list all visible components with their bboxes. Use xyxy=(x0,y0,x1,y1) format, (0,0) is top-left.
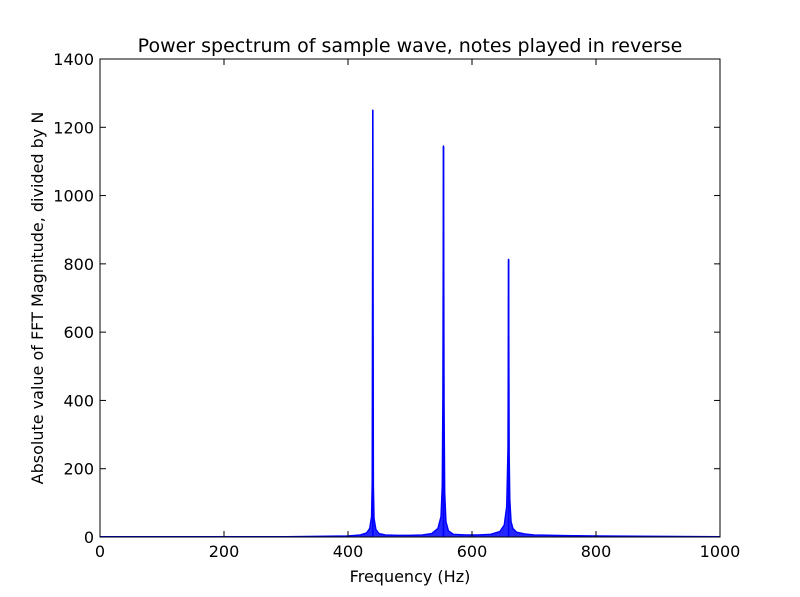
x-axis-title: Frequency (Hz) xyxy=(350,567,471,586)
y-axis: 0 200 400 600 800 1000 1200 1400 xyxy=(53,50,720,547)
y-tick-label: 600 xyxy=(63,323,94,342)
y-tick-label: 1400 xyxy=(53,50,94,69)
y-tick-label: 1200 xyxy=(53,118,94,137)
chart-title: Power spectrum of sample wave, notes pla… xyxy=(138,35,683,57)
x-tick-label: 800 xyxy=(581,542,612,561)
plot-area xyxy=(99,58,721,538)
y-tick-label: 1000 xyxy=(53,187,94,206)
x-tick-label: 1000 xyxy=(700,542,741,561)
y-axis-title: Absolute value of FFT Magnitude, divided… xyxy=(28,112,47,485)
plot-frame xyxy=(99,58,721,538)
y-tick-label: 400 xyxy=(63,391,94,410)
x-tick-label: 600 xyxy=(457,542,488,561)
x-tick-label: 200 xyxy=(209,542,240,561)
plot-background xyxy=(100,59,720,537)
y-tick-label: 800 xyxy=(63,255,94,274)
x-axis: 0 200 400 600 800 1000 xyxy=(95,59,740,561)
x-tick-label: 400 xyxy=(333,542,364,561)
y-tick-label: 200 xyxy=(63,460,94,479)
series-layer xyxy=(100,109,721,538)
x-tick-label: 0 xyxy=(95,542,105,561)
y-tick-label: 0 xyxy=(84,528,94,547)
